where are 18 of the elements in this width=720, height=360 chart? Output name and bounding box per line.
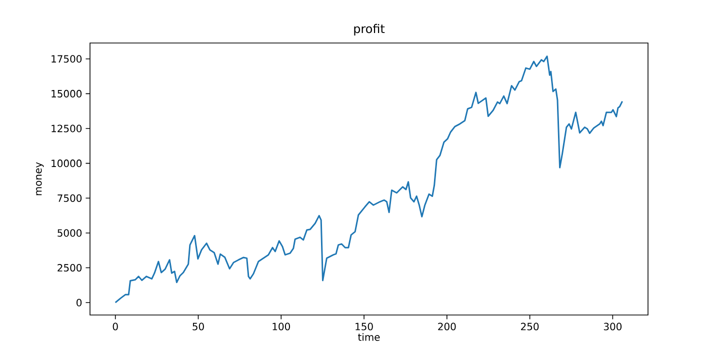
y-tick-label: 15000 bbox=[52, 90, 82, 98]
x-tick-label: 0 bbox=[112, 322, 118, 330]
y-tick-label: 7500 bbox=[58, 194, 82, 202]
y-axis-title: money bbox=[36, 162, 44, 196]
y-tick-label: 12500 bbox=[52, 124, 82, 132]
y-tick-label: 0 bbox=[76, 298, 82, 306]
x-tick-label: 50 bbox=[192, 322, 204, 330]
x-axis-title: time bbox=[358, 333, 380, 341]
y-tick-label: 10000 bbox=[52, 160, 82, 168]
x-tick-label: 300 bbox=[604, 322, 622, 330]
y-tick-label: 5000 bbox=[58, 229, 82, 237]
x-tick-label: 200 bbox=[438, 322, 456, 330]
x-tick-label: 150 bbox=[356, 322, 373, 330]
y-tick-label: 17500 bbox=[52, 55, 82, 63]
chart-title: profit bbox=[354, 24, 385, 36]
x-tick-label: 250 bbox=[521, 322, 539, 330]
x-tick-label: 100 bbox=[272, 322, 290, 330]
y-tick-label: 2500 bbox=[58, 264, 82, 272]
